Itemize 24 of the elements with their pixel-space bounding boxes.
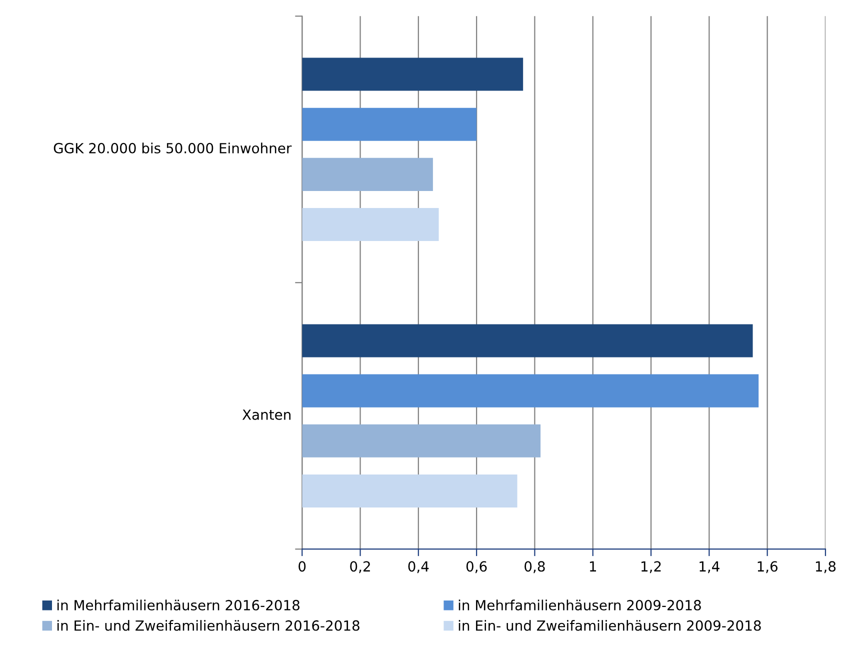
x-tick-label: 1,6 — [758, 561, 778, 574]
x-tick-label: 0 — [298, 561, 306, 572]
bar — [302, 158, 433, 191]
x-tick-label: 1,2 — [641, 561, 661, 574]
x-tick-label: 0,6 — [466, 561, 487, 574]
x-tick-label: 1 — [590, 561, 596, 572]
legend-label: in Mehrfamilienhäusern 2016-2018 — [57, 600, 300, 610]
legend-label: in Ein- und Zweifamilienhäusern 2016-2018 — [57, 620, 360, 631]
bar — [302, 58, 524, 91]
x-tick-label: 0,4 — [408, 561, 429, 574]
legend-label: in Mehrfamilienhäusern 2009-2018 — [458, 600, 701, 610]
x-tick-label: 1,8 — [816, 561, 836, 574]
bar — [302, 108, 477, 141]
bar — [302, 208, 439, 242]
x-tick-label: 1,4 — [700, 561, 720, 574]
bar — [302, 324, 753, 358]
bar — [302, 474, 518, 508]
x-tick-label: 0,8 — [524, 561, 545, 574]
x-tick-label: 0,2 — [350, 561, 370, 574]
y-tick-label: GGK 20.000 bis 50.000 Einwohner — [54, 142, 292, 154]
bar — [302, 424, 541, 458]
bar — [302, 374, 759, 408]
legend-label: in Ein- und Zweifamilienhäusern 2009-2018 — [458, 620, 761, 631]
y-tick-label: Xanten — [242, 410, 290, 420]
